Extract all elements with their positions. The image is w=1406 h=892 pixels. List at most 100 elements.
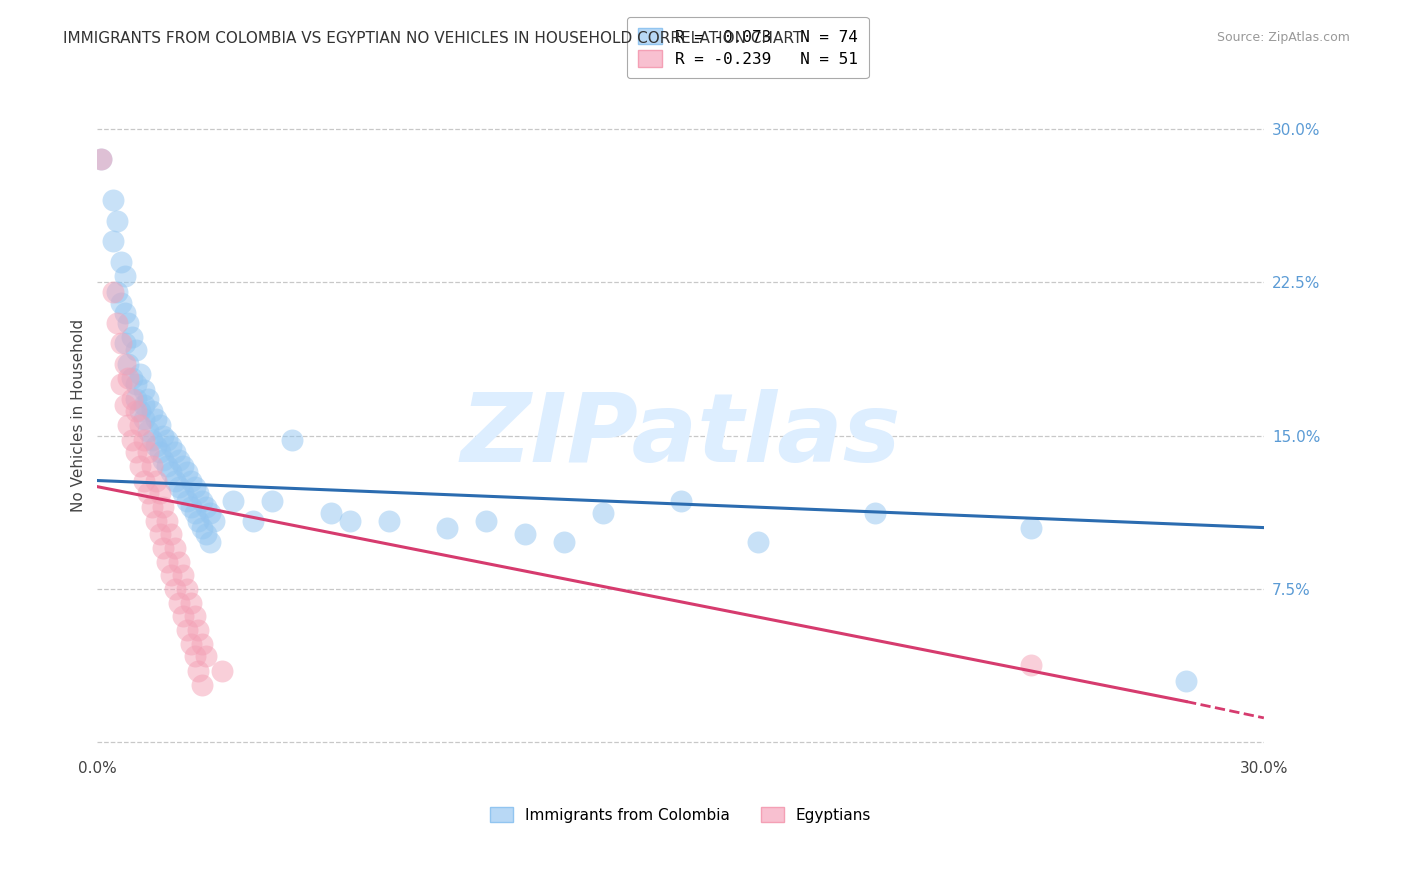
Point xyxy=(863,506,886,520)
Legend: Immigrants from Colombia, Egyptians: Immigrants from Colombia, Egyptians xyxy=(481,797,880,831)
Point xyxy=(125,392,148,406)
Point xyxy=(176,494,198,508)
Point xyxy=(180,596,202,610)
Text: Source: ZipAtlas.com: Source: ZipAtlas.com xyxy=(1216,31,1350,45)
Point xyxy=(152,500,174,515)
Point xyxy=(141,500,163,515)
Point xyxy=(136,485,159,500)
Point xyxy=(156,555,179,569)
Point xyxy=(211,664,233,678)
Point xyxy=(165,445,187,459)
Point xyxy=(198,506,221,520)
Text: ZIPatlas: ZIPatlas xyxy=(460,389,901,482)
Point xyxy=(125,343,148,357)
Point xyxy=(191,637,214,651)
Point xyxy=(669,494,692,508)
Point xyxy=(145,412,167,426)
Point xyxy=(105,213,128,227)
Point xyxy=(172,485,194,500)
Point xyxy=(187,623,209,637)
Point xyxy=(176,582,198,596)
Point xyxy=(180,637,202,651)
Point xyxy=(436,520,458,534)
Point xyxy=(195,526,218,541)
Point xyxy=(90,153,112,167)
Point xyxy=(183,506,205,520)
Point xyxy=(114,268,136,283)
Point xyxy=(121,330,143,344)
Point xyxy=(129,367,152,381)
Point xyxy=(136,425,159,439)
Point xyxy=(141,404,163,418)
Point xyxy=(339,515,361,529)
Point xyxy=(114,398,136,412)
Point xyxy=(281,433,304,447)
Point xyxy=(129,404,152,418)
Point xyxy=(513,526,536,541)
Point xyxy=(101,193,124,207)
Point xyxy=(152,453,174,467)
Point xyxy=(117,316,139,330)
Point xyxy=(1019,520,1042,534)
Point xyxy=(187,485,209,500)
Point xyxy=(167,480,190,494)
Point xyxy=(176,623,198,637)
Point xyxy=(148,485,170,500)
Point xyxy=(114,336,136,351)
Point xyxy=(165,541,187,555)
Point xyxy=(195,500,218,515)
Point xyxy=(110,377,132,392)
Point xyxy=(132,474,155,488)
Point xyxy=(1175,674,1198,689)
Point xyxy=(101,285,124,300)
Point xyxy=(145,439,167,453)
Point xyxy=(172,608,194,623)
Text: IMMIGRANTS FROM COLOMBIA VS EGYPTIAN NO VEHICLES IN HOUSEHOLD CORRELATION CHART: IMMIGRANTS FROM COLOMBIA VS EGYPTIAN NO … xyxy=(63,31,803,46)
Point xyxy=(195,649,218,664)
Point xyxy=(152,541,174,555)
Point xyxy=(191,494,214,508)
Point xyxy=(101,234,124,248)
Point xyxy=(90,153,112,167)
Point xyxy=(148,418,170,433)
Point xyxy=(141,459,163,474)
Point xyxy=(110,295,132,310)
Point xyxy=(378,515,401,529)
Point xyxy=(222,494,245,508)
Point xyxy=(136,445,159,459)
Point xyxy=(160,526,183,541)
Point xyxy=(475,515,498,529)
Point xyxy=(114,306,136,320)
Point xyxy=(592,506,614,520)
Point xyxy=(110,254,132,268)
Point xyxy=(145,474,167,488)
Point xyxy=(117,371,139,385)
Point xyxy=(117,357,139,371)
Point xyxy=(176,466,198,480)
Point xyxy=(132,412,155,426)
Point xyxy=(187,515,209,529)
Point xyxy=(183,608,205,623)
Point xyxy=(121,392,143,406)
Point xyxy=(167,596,190,610)
Point xyxy=(148,445,170,459)
Point xyxy=(125,404,148,418)
Point xyxy=(136,392,159,406)
Point xyxy=(132,384,155,398)
Point xyxy=(242,515,264,529)
Point xyxy=(191,520,214,534)
Point xyxy=(121,371,143,385)
Point xyxy=(129,418,152,433)
Point xyxy=(165,474,187,488)
Point xyxy=(117,418,139,433)
Point xyxy=(160,466,183,480)
Point xyxy=(167,453,190,467)
Y-axis label: No Vehicles in Household: No Vehicles in Household xyxy=(72,318,86,512)
Point xyxy=(553,535,575,549)
Point xyxy=(132,398,155,412)
Point xyxy=(183,649,205,664)
Point xyxy=(180,500,202,515)
Point xyxy=(160,567,183,582)
Point xyxy=(125,377,148,392)
Point xyxy=(747,535,769,549)
